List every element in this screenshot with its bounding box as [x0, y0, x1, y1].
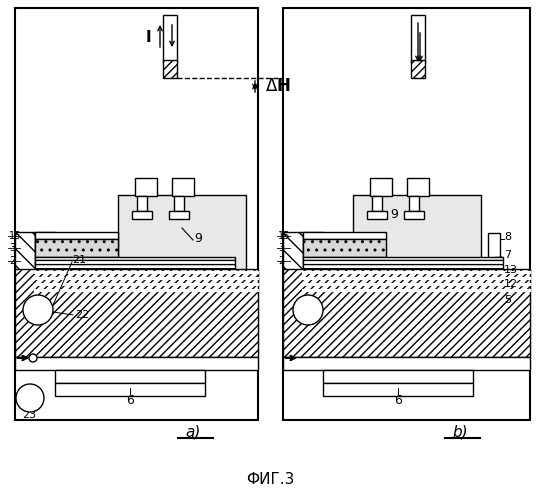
Bar	[118, 195, 246, 283]
Text: 9: 9	[194, 232, 202, 244]
Text: 6: 6	[126, 394, 134, 406]
Bar	[135, 178, 157, 196]
Bar	[283, 357, 530, 370]
Text: b): b)	[452, 424, 468, 440]
Bar	[323, 383, 473, 396]
Bar	[283, 269, 530, 357]
Text: 15: 15	[278, 231, 291, 241]
Bar	[303, 232, 323, 337]
Text: $\Delta$H: $\Delta$H	[265, 77, 291, 95]
Circle shape	[16, 384, 44, 412]
Text: 6: 6	[394, 394, 402, 406]
Bar	[55, 370, 205, 383]
Text: ФИГ.3: ФИГ.3	[246, 472, 294, 488]
Bar	[163, 60, 177, 78]
Bar	[137, 196, 147, 211]
Bar	[15, 232, 35, 337]
Bar	[15, 357, 258, 370]
Bar	[404, 211, 424, 219]
Text: a): a)	[186, 424, 201, 440]
Text: U: U	[304, 304, 313, 316]
Bar	[370, 178, 392, 196]
Text: 21: 21	[72, 255, 86, 265]
Bar	[411, 60, 425, 78]
Bar	[323, 370, 473, 383]
Text: 2: 2	[278, 256, 284, 266]
Bar	[303, 257, 503, 269]
Text: I: I	[145, 30, 151, 46]
Bar	[367, 211, 387, 219]
Text: 13: 13	[504, 265, 518, 275]
Text: 5: 5	[504, 295, 511, 305]
Bar	[372, 196, 382, 211]
Text: 12: 12	[504, 279, 518, 289]
Bar	[411, 15, 425, 63]
Bar	[35, 239, 118, 257]
Circle shape	[23, 295, 53, 325]
Text: 8: 8	[504, 232, 511, 242]
Text: 7: 7	[504, 250, 511, 260]
Bar	[409, 196, 419, 211]
Bar	[169, 211, 189, 219]
Text: 15: 15	[9, 231, 22, 241]
Circle shape	[293, 295, 323, 325]
Bar	[35, 232, 55, 337]
Text: 22: 22	[75, 310, 89, 320]
Bar	[163, 15, 177, 63]
Bar	[407, 178, 429, 196]
Bar	[353, 195, 481, 283]
Bar	[55, 383, 205, 396]
Bar	[35, 257, 235, 269]
Bar	[303, 232, 386, 239]
Text: 23: 23	[22, 410, 36, 420]
Bar	[303, 239, 386, 257]
Bar	[132, 211, 152, 219]
Text: U: U	[34, 304, 43, 316]
Bar	[15, 8, 258, 420]
Text: 9: 9	[390, 208, 398, 222]
Bar	[283, 8, 530, 420]
Bar	[174, 196, 184, 211]
Text: 2: 2	[9, 256, 15, 266]
Bar	[488, 233, 500, 309]
Text: 3: 3	[278, 243, 284, 253]
Text: Ic: Ic	[25, 393, 35, 403]
Bar	[15, 269, 258, 357]
Circle shape	[29, 354, 37, 362]
Bar	[172, 178, 194, 196]
Bar	[283, 232, 303, 337]
Text: 3: 3	[9, 243, 15, 253]
Bar	[35, 232, 118, 239]
